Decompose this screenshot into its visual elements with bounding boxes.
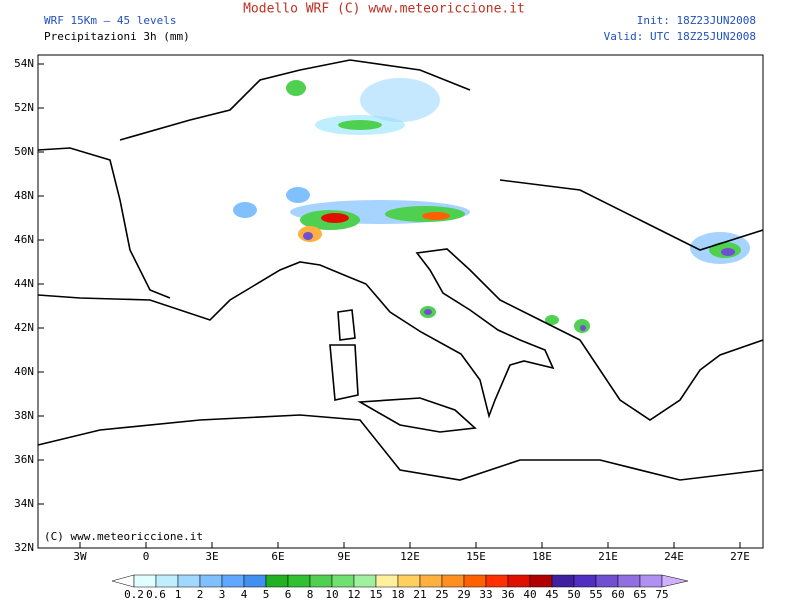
valid: Valid: UTC 18Z25JUN2008 (604, 30, 756, 43)
colorbar-box (529, 574, 553, 588)
colorbar-box (309, 574, 333, 588)
colorbar-arrow (661, 574, 689, 588)
lon-label: 21E (598, 550, 618, 563)
lon-label: 12E (400, 550, 420, 563)
map-frame (37, 54, 764, 549)
lat-label: 52N (14, 101, 34, 114)
lat-label: 40N (14, 365, 34, 378)
colorbar-box (485, 574, 509, 588)
colorbar-box (287, 574, 311, 588)
coastlines (37, 59, 764, 481)
colorbar-label: 3 (219, 588, 226, 600)
colorbar-label: 29 (457, 588, 470, 600)
colorbar-box (375, 574, 399, 588)
copyright: (C) www.meteoriccione.it (44, 530, 203, 543)
lat-label: 54N (14, 57, 34, 70)
colorbar-label: 75 (655, 588, 668, 600)
colorbar-label: 4 (241, 588, 248, 600)
lat-label: 36N (14, 453, 34, 466)
lon-label: 18E (532, 550, 552, 563)
lat-label: 44N (14, 277, 34, 290)
colorbar-label: 5 (263, 588, 270, 600)
colorbar-label: 0.2 (124, 588, 144, 600)
colorbar-label: 8 (307, 588, 314, 600)
lon-label: 15E (466, 550, 486, 563)
colorbar-box (331, 574, 355, 588)
colorbar-label: 36 (501, 588, 514, 600)
colorbar-box (551, 574, 575, 588)
colorbar-box (221, 574, 245, 588)
lat-label: 38N (14, 409, 34, 422)
lat-label: 42N (14, 321, 34, 334)
colorbar-box (463, 574, 487, 588)
colorbar-box (199, 574, 223, 588)
colorbar-label: 25 (435, 588, 448, 600)
lat-label: 32N (14, 541, 34, 554)
lon-label: 3W (73, 550, 87, 563)
colorbar-box (639, 574, 663, 588)
lat-label: 50N (14, 145, 34, 158)
colorbar-box (155, 574, 179, 588)
precip (233, 78, 750, 333)
colorbar-box (133, 574, 157, 588)
title: Modello WRF (C) www.meteoriccione.it (243, 2, 525, 17)
colorbar-box (397, 574, 421, 588)
lon-label: 9E (337, 550, 350, 563)
colorbar-box (441, 574, 465, 588)
colorbar-label: 0.6 (146, 588, 166, 600)
colorbar-box (573, 574, 597, 588)
colorbar-label: 6 (285, 588, 292, 600)
colorbar-box (419, 574, 443, 588)
colorbar-arrow (111, 574, 135, 588)
colorbar-box (265, 574, 289, 588)
colorbar-box (595, 574, 619, 588)
colorbar-box (243, 574, 267, 588)
colorbar-box (177, 574, 201, 588)
colorbar-box (617, 574, 641, 588)
lat-label: 48N (14, 189, 34, 202)
colorbar-label: 1 (175, 588, 182, 600)
colorbar-label: 15 (369, 588, 382, 600)
lon-label: 0 (143, 550, 150, 563)
colorbar-label: 10 (325, 588, 338, 600)
colorbar-label: 18 (391, 588, 404, 600)
init: Init: 18Z23JUN2008 (637, 14, 756, 27)
lat-label: 34N (14, 497, 34, 510)
colorbar-label: 33 (479, 588, 492, 600)
colorbar-label: 50 (567, 588, 580, 600)
colorbar-box (353, 574, 377, 588)
lon-label: 24E (664, 550, 684, 563)
colorbar-box (507, 574, 531, 588)
colorbar-label: 2 (197, 588, 204, 600)
lon-label: 3E (205, 550, 218, 563)
colorbar-label: 21 (413, 588, 426, 600)
colorbar-label: 45 (545, 588, 558, 600)
colorbar-label: 40 (523, 588, 536, 600)
field: Precipitazioni 3h (mm) (44, 30, 190, 43)
model: WRF 15Km – 45 levels (44, 14, 176, 27)
colorbar-label: 65 (633, 588, 646, 600)
lat-label: 46N (14, 233, 34, 246)
colorbar-label: 12 (347, 588, 360, 600)
colorbar-label: 55 (589, 588, 602, 600)
lon-label: 27E (730, 550, 750, 563)
lon-label: 6E (271, 550, 284, 563)
colorbar-label: 60 (611, 588, 624, 600)
